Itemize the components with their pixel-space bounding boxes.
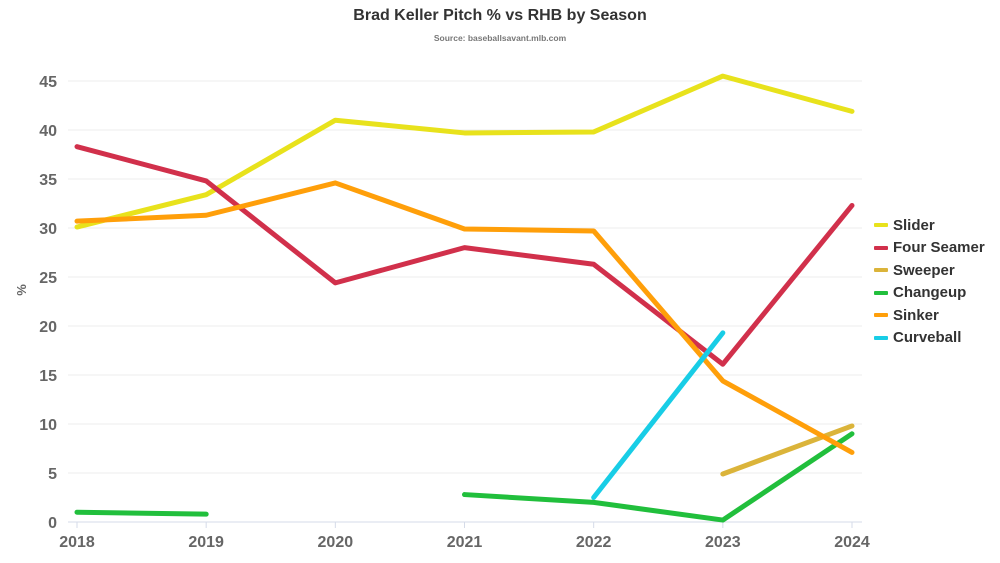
series-line-sweeper xyxy=(720,423,855,477)
x-tick-label: 2024 xyxy=(834,534,870,551)
y-tick-label: 10 xyxy=(39,417,57,434)
series-line-changeup xyxy=(462,431,855,523)
y-tick-label: 5 xyxy=(48,466,57,483)
y-tick-label: 15 xyxy=(39,368,57,385)
y-tick-label: 20 xyxy=(39,319,57,336)
x-tick-label: 2020 xyxy=(318,534,354,551)
legend-item-sweeper[interactable]: Sweeper xyxy=(874,259,985,282)
legend-swatch-icon xyxy=(874,223,888,228)
legend-item-slider[interactable]: Slider xyxy=(874,214,985,237)
legend-item-curveball[interactable]: Curveball xyxy=(874,327,985,350)
y-tick-label: 0 xyxy=(48,515,57,532)
legend-item-changeup[interactable]: Changeup xyxy=(874,282,985,305)
x-tick-label: 2018 xyxy=(59,534,95,551)
legend-label: Slider xyxy=(893,216,935,234)
series-line-slider xyxy=(74,73,855,230)
x-tick-label: 2022 xyxy=(576,534,612,551)
legend-swatch-icon xyxy=(874,313,888,318)
y-tick-label: 30 xyxy=(39,221,57,238)
series-line-changeup xyxy=(74,509,209,517)
y-tick-label: 35 xyxy=(39,172,57,189)
legend-label: Changeup xyxy=(893,284,967,302)
legend-item-four-seamer[interactable]: Four Seamer xyxy=(874,237,985,260)
legend-label: Sweeper xyxy=(893,261,955,279)
y-axis-label: % xyxy=(14,284,29,296)
series-line-four-seamer xyxy=(74,144,855,367)
legend-swatch-icon xyxy=(874,335,888,340)
y-tick-label: 40 xyxy=(39,123,57,140)
legend-label: Curveball xyxy=(893,329,962,347)
legend-item-sinker[interactable]: Sinker xyxy=(874,304,985,327)
legend-label: Four Seamer xyxy=(893,239,985,257)
x-tick-label: 2019 xyxy=(188,534,224,551)
series-line-sinker xyxy=(74,180,855,455)
legend-swatch-icon xyxy=(874,268,888,273)
legend-swatch-icon xyxy=(874,245,888,250)
y-tick-label: 25 xyxy=(39,270,57,287)
legend-label: Sinker xyxy=(893,306,939,324)
x-tick-label: 2021 xyxy=(447,534,483,551)
series-line-curveball xyxy=(591,330,726,500)
legend-swatch-icon xyxy=(874,290,888,295)
chart-subtitle: Source: baseballsavant.mlb.com xyxy=(433,33,567,43)
y-tick-label: 45 xyxy=(39,74,57,91)
x-tick-label: 2023 xyxy=(705,534,741,551)
chart-title: Brad Keller Pitch % vs RHB by Season xyxy=(353,7,647,24)
chart-legend: Slider Four Seamer Sweeper Changeup Sinker Cu… xyxy=(874,214,985,349)
